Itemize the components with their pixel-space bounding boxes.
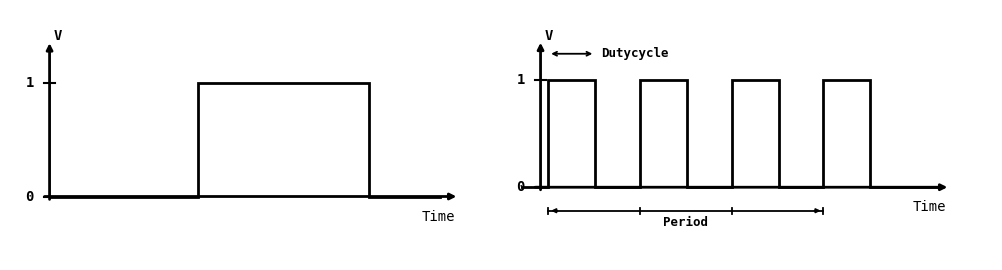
Text: 0: 0 (26, 190, 34, 204)
Text: 1: 1 (517, 73, 525, 87)
Text: Period: Period (663, 216, 708, 229)
Text: 1: 1 (26, 76, 34, 90)
Text: Dutycycle: Dutycycle (601, 47, 668, 60)
Text: 0: 0 (517, 180, 525, 194)
Text: V: V (544, 29, 553, 43)
Text: Time: Time (913, 200, 946, 214)
Text: Time: Time (422, 210, 455, 224)
Text: V: V (53, 29, 62, 43)
